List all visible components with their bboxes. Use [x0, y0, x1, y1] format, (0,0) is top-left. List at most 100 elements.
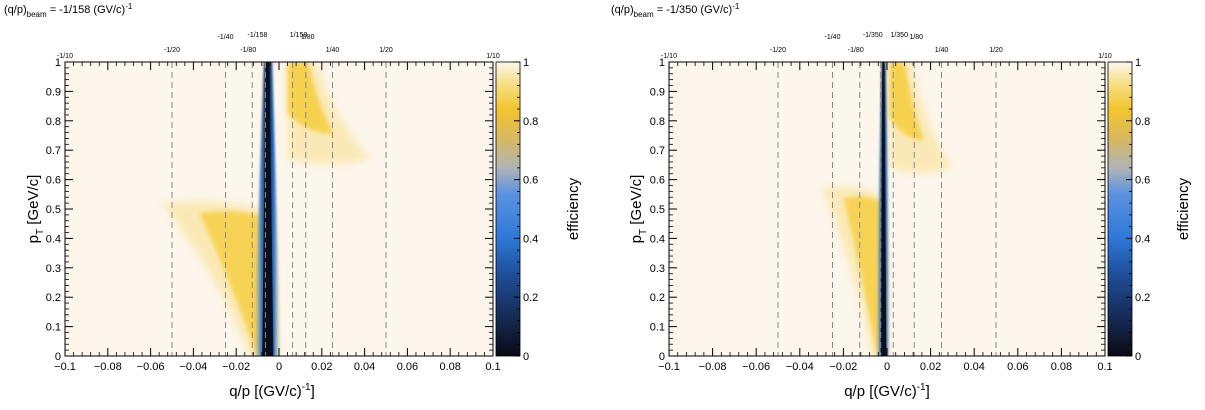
title-main: (q/p)	[4, 4, 27, 16]
colorbar: 0 0.2 0.4 0.6 0.8 1	[495, 57, 538, 363]
y-tick-label: 0.6	[46, 175, 61, 187]
x-tick-label: 0.08	[439, 361, 460, 373]
x-tick-label: 0.08	[1051, 361, 1072, 373]
title-value: = -1/350 (GV/c)	[654, 4, 733, 16]
reference-line-label: 1/40	[935, 47, 949, 54]
x-tick-label: −0.06	[137, 361, 165, 373]
reference-line-label: 1/20	[989, 47, 1003, 54]
y-tick-label: 0.5	[650, 204, 665, 216]
x-tick-label: −0.04	[179, 361, 207, 373]
reference-line-label: 1/20	[379, 47, 393, 54]
x-tick-label: 0.1	[1097, 361, 1112, 373]
x-tick-label: −0.02	[829, 361, 857, 373]
colorbar-tick-label: 0.8	[523, 116, 538, 128]
x-tick-label: −0.08	[699, 361, 727, 373]
z-axis-label: efficiency	[1175, 177, 1192, 240]
reference-line-label: -1/80	[240, 47, 256, 54]
title-value: = -1/158 (GV/c)	[47, 4, 126, 16]
reference-line-label: -1/40	[218, 34, 234, 41]
y-tick-label: 0.1	[650, 322, 665, 334]
colorbar-scale	[495, 61, 521, 357]
x-tick-label: 0.06	[1007, 361, 1028, 373]
negative-lobe-core	[843, 196, 885, 356]
colorbar-tick-label: 0	[523, 351, 529, 363]
title-subscript: beam	[634, 10, 654, 19]
x-tick-label: −0.1	[658, 361, 680, 373]
colorbar-tick-label: 0.8	[1135, 116, 1150, 128]
colorbar-tick-label: 0.2	[1135, 292, 1150, 304]
axes: −0.1 −0.08 −0.06 −0.04 −0.02 0 0.02 0.04 0.06 0.0…	[650, 57, 1113, 373]
x-tick-label: 0	[884, 361, 890, 373]
y-tick-label: 0.4	[46, 233, 61, 245]
y-tick-label: 0.5	[46, 204, 61, 216]
reference-line-label: -1/80	[848, 47, 864, 54]
reference-line-label: -1/10	[661, 53, 677, 60]
colorbar-tick-label: 0.4	[523, 233, 538, 245]
plot-title: (q/p)beam = -1/350 (GV/c)-1	[611, 2, 740, 19]
x-tick-label: 0.02	[311, 361, 332, 373]
reference-line-label: -1/20	[770, 47, 786, 54]
reference-line-label: -1/20	[164, 47, 180, 54]
x-tick-label: −0.04	[786, 361, 814, 373]
reference-line-label: 1/10	[486, 53, 500, 60]
colorbar-tick-label: 0.6	[1135, 175, 1150, 187]
x-tick-label: −0.08	[94, 361, 122, 373]
y-tick-label: 1	[55, 57, 61, 69]
reference-line-label: 1/80	[301, 34, 315, 41]
positive-lobe-core	[287, 62, 334, 135]
colorbar-tick-label: 0	[1135, 351, 1141, 363]
colorbar-scale	[1107, 61, 1133, 357]
reference-lines: -1/10 -1/20 -1/40 -1/80 -1/350 1/350 1/80 1/40 1…	[661, 32, 1112, 356]
y-tick-label: 0.1	[46, 322, 61, 334]
x-tick-label: −0.1	[54, 361, 76, 373]
reference-line-label: -1/158	[248, 32, 268, 39]
y-axis-label: pT [GeV/c]	[25, 175, 46, 244]
z-axis-label: efficiency	[565, 177, 582, 240]
y-tick-label: 0.6	[650, 175, 665, 187]
reference-line-label: -1/40	[825, 34, 841, 41]
y-tick-label: 0.9	[46, 86, 61, 98]
y-axis-label: pT [GeV/c]	[628, 175, 649, 244]
y-tick-label: 0.3	[650, 263, 665, 275]
x-tick-label: 0.06	[397, 361, 418, 373]
reference-line-label: 1/10	[1098, 53, 1112, 60]
y-tick-label: 0.7	[650, 145, 665, 157]
axes: −0.1 −0.08 −0.06 −0.04 −0.02 0 0.02 0.04 0.06 0.0…	[46, 57, 501, 373]
reference-line-label: 1/40	[326, 47, 340, 54]
colorbar-tick-label: 1	[523, 57, 529, 69]
title-main: (q/p)	[611, 4, 634, 16]
y-tick-label: 1	[659, 57, 665, 69]
colorbar-tick-label: 1	[1135, 57, 1141, 69]
title-superscript: -1	[125, 2, 133, 11]
x-tick-label: 0.1	[485, 361, 500, 373]
reference-line-label: 1/158	[290, 32, 308, 39]
y-tick-label: 0.2	[650, 292, 665, 304]
colorbar: 0 0.2 0.4 0.6 0.8 1	[1107, 57, 1150, 363]
panel-right: (q/p)beam = -1/350 (GV/c)-1 -1/10-1/20-1…	[611, 2, 1192, 400]
efficiency-map	[821, 62, 953, 356]
y-tick-label: 0	[55, 351, 61, 363]
y-tick-label: 0.4	[650, 233, 665, 245]
x-tick-label: 0	[276, 361, 282, 373]
y-tick-label: 0.3	[46, 263, 61, 275]
title-subscript: beam	[27, 10, 47, 19]
colorbar-tick-label: 0.6	[523, 175, 538, 187]
panel-left: (q/p)beam = -1/158 (GV/c)-1 -1/10-1/20-1…	[4, 2, 582, 400]
colorbar-tick-label: 0.4	[1135, 233, 1150, 245]
plot-title: (q/p)beam = -1/158 (GV/c)-1	[4, 2, 133, 19]
y-tick-label: 0.9	[650, 86, 665, 98]
y-tick-label: 0.7	[46, 145, 61, 157]
colorbar-tick-label: 0.2	[523, 292, 538, 304]
reference-line-label: -1/350	[863, 32, 883, 39]
inefficient-band-core	[880, 62, 887, 356]
reference-line-label: 1/80	[909, 34, 923, 41]
x-axis-label: q/p [(GV/c)-1]	[844, 382, 930, 400]
reference-line-label: 1/350	[890, 32, 908, 39]
x-tick-label: −0.06	[742, 361, 770, 373]
y-tick-label: 0.2	[46, 292, 61, 304]
x-tick-label: 0.04	[963, 361, 984, 373]
y-tick-label: 0.8	[46, 116, 61, 128]
